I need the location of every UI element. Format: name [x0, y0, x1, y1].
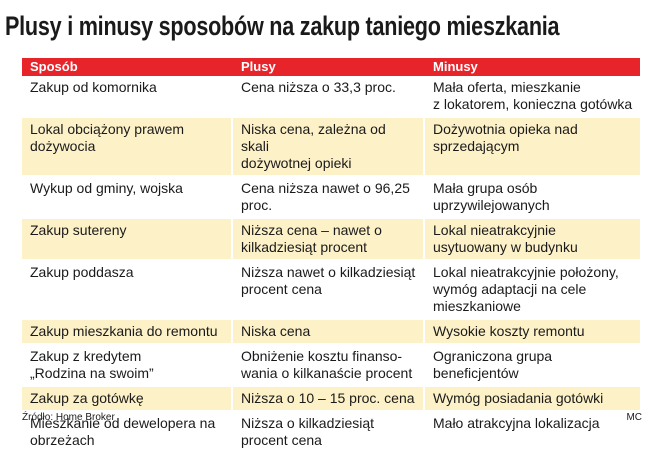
table-cell-method: Zakup za gotówkę — [22, 387, 233, 412]
table-cell-cons: Ograniczona grupa beneficjentów — [425, 345, 640, 387]
table-cell-method: Wykup od gminy, wojska — [22, 177, 233, 219]
table-cell-method: Zakup z kredytem „Rodzina na swoim” — [22, 345, 233, 387]
table-cell-method: Zakup od komornika — [22, 76, 233, 118]
table-cell-method: Zakup sutereny — [22, 219, 233, 261]
table-cell-pros: Obniżenie kosztu finanso- wania o kilkan… — [233, 345, 425, 387]
source-note: Źródło: Home Broker — [22, 412, 115, 423]
infographic: Plusy i minusy sposobów na zakup taniego… — [5, 11, 642, 448]
table-cell-pros: Cena niższa nawet o 96,25 proc. — [233, 177, 425, 219]
column-header-pros: Plusy — [233, 58, 425, 76]
table-cell-cons: Lokal nieatrakcyjnie położony, wymóg ada… — [425, 261, 640, 320]
table-cell-pros: Niższa nawet o kilkadziesiąt procent cen… — [233, 261, 425, 320]
table-cell-cons: Dożywotnia opieka nad sprzedającym — [425, 118, 640, 177]
table-cell-pros: Niska cena — [233, 320, 425, 345]
table-cell-pros: Niższa o 10 – 15 proc. cena — [233, 387, 425, 412]
column-header-method: Sposób — [22, 58, 233, 76]
table-cell-cons: Wymóg posiadania gotówki — [425, 387, 640, 412]
author-credit: MC — [626, 412, 642, 423]
table-cell-method: Lokal obciążony prawem dożywocia — [22, 118, 233, 177]
table-cell-method: Zakup mieszkania do remontu — [22, 320, 233, 345]
comparison-table: Sposób Plusy Minusy Zakup od komornika Ce… — [22, 58, 640, 454]
table-cell-cons: Mała grupa osób uprzywilejowanych — [425, 177, 640, 219]
column-header-cons: Minusy — [425, 58, 640, 76]
table-cell-cons: Wysokie koszty remontu — [425, 320, 640, 345]
table-cell-cons: Mało atrakcyjna lokalizacja — [425, 412, 640, 454]
table-cell-cons: Lokal nieatrakcyjnie usytuowany w budynk… — [425, 219, 640, 261]
table-cell-pros: Niższa cena – nawet o kilkadziesiąt proc… — [233, 219, 425, 261]
table-cell-pros: Cena niższa o 33,3 proc. — [233, 76, 425, 118]
table-cell-pros: Niższa o kilkadziesiąt procent cena — [233, 412, 425, 454]
table-cell-cons: Mała oferta, mieszkanie z lokatorem, kon… — [425, 76, 640, 118]
table-cell-pros: Niska cena, zależna od skali dożywotnej … — [233, 118, 425, 177]
table-cell-method: Zakup poddasza — [22, 261, 233, 320]
page-title: Plusy i minusy sposobów na zakup taniego… — [5, 11, 560, 41]
